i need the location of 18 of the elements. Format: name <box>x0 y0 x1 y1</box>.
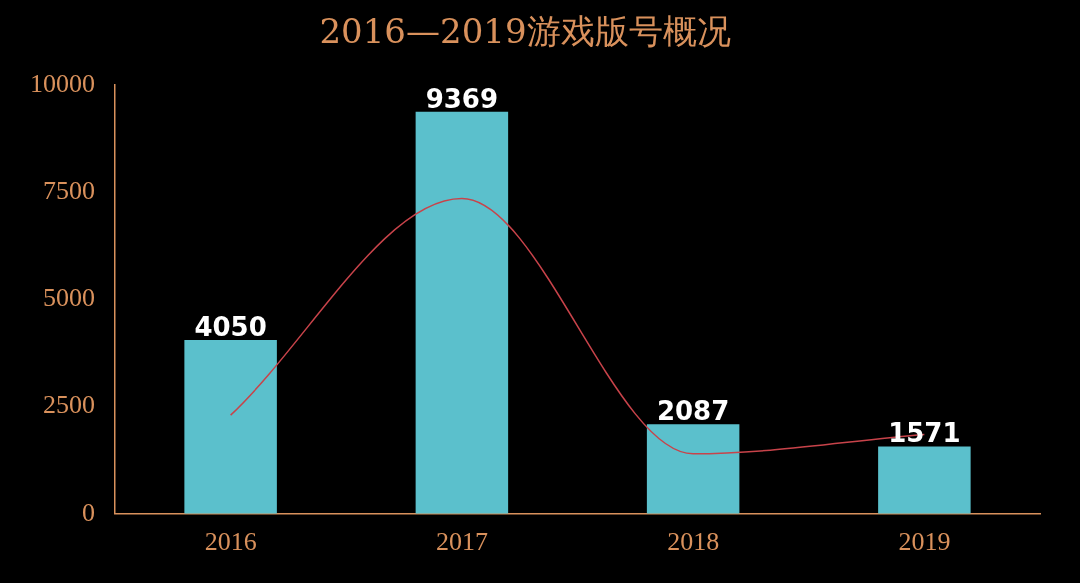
data-label: 4050 <box>194 311 267 342</box>
x-tick-label: 2017 <box>435 527 488 557</box>
y-tick-label: 5000 <box>43 283 95 313</box>
bar <box>878 446 971 514</box>
x-tick-label: 2019 <box>898 527 951 557</box>
y-tick-label: 2500 <box>43 390 95 420</box>
data-label: 2087 <box>656 396 730 427</box>
x-tick-label: 2018 <box>667 527 720 557</box>
bar <box>415 111 509 514</box>
y-tick-label: 10000 <box>30 68 95 98</box>
y-tick-label: 7500 <box>43 175 95 205</box>
data-label: 9369 <box>425 83 499 114</box>
y-tick-label: 0 <box>82 497 95 527</box>
data-label: 1571 <box>888 418 961 449</box>
chart-title: 2016—2019游戏版号概况 <box>319 11 731 52</box>
bar <box>646 424 740 514</box>
x-tick-label: 2016 <box>204 527 257 557</box>
bar <box>184 340 277 514</box>
